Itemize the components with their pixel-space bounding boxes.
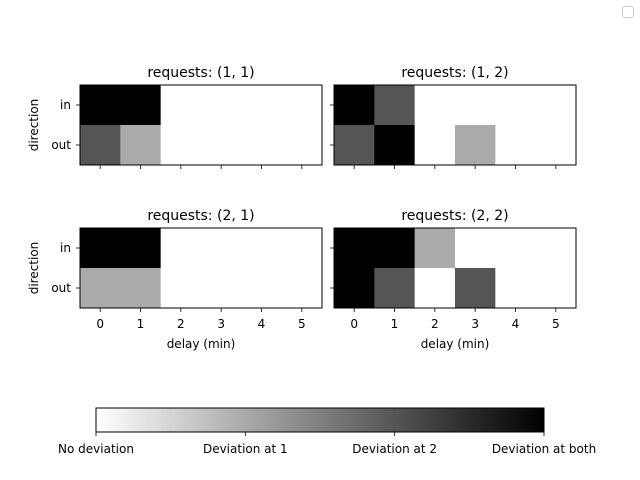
heatmap-cell [160,268,202,309]
heatmap-cell [495,228,537,269]
heatmap-cell [120,85,162,126]
heatmap-cell [241,125,283,166]
heatmap-cell [495,85,537,126]
heatmap-cell [374,125,416,166]
heatmap-cell [281,85,323,126]
heatmap-cell [374,228,416,269]
x-tick-label: 2 [177,317,185,331]
heatmap-cell [374,85,416,126]
y-axis-label: direction [27,99,41,152]
colorbar-tick-label: No deviation [58,442,134,456]
y-tick-label: out [51,281,71,295]
heatmap-cell [120,125,162,166]
x-tick-label: 5 [298,317,306,331]
heatmap-panel: 0 1 2 3 4 5 requests: (2, 2) delay (min) [330,208,577,351]
heatmap-cell [120,268,162,309]
heatmap-cell [374,268,416,309]
axes-frame [79,84,323,166]
heatmap-cell [495,268,537,309]
heatmap-cell [201,268,242,309]
axes-frame [79,227,323,309]
heatmap-panel: 0 1 2 3 4 5 in out requests: (2, 1) delay (min) di… [27,208,323,351]
heatmap-cell [241,268,283,309]
heatmap-cell [414,85,456,126]
heatmap-cell [334,125,375,166]
heatmap-cell [455,125,496,166]
heatmap-cell [281,125,323,166]
heatmap-cell [281,268,323,309]
x-tick-label: 4 [512,317,520,331]
x-tick-label: 5 [552,317,560,331]
x-tick-label: 2 [431,317,439,331]
heatmap-cell [334,268,375,309]
heatmap-cell [535,125,577,166]
x-tick-label: 3 [471,317,479,331]
heatmap-cell [414,268,456,309]
y-tick-label: in [60,98,71,112]
colorbar: No deviation Deviation at 1 Deviation at 2… [58,407,596,456]
axes-frame [333,227,577,309]
x-tick-label: 1 [391,317,399,331]
x-axis-label: delay (min) [167,337,236,351]
heatmap-cell [455,85,496,126]
panel-title: requests: (2, 2) [401,208,508,224]
heatmap-cell [201,125,242,166]
heatmap-cell [535,268,577,309]
axes-frame [333,84,577,166]
heatmap-cell [80,85,121,126]
colorbar-frame [95,407,545,433]
heatmap-cell [334,85,375,126]
x-tick-label: 3 [217,317,225,331]
x-tick-label: 1 [137,317,145,331]
heatmap-cell [535,228,577,269]
panel-title: requests: (2, 1) [147,208,254,224]
x-tick-label: 4 [258,317,266,331]
y-tick-label: in [60,241,71,255]
heatmap-cell [160,125,202,166]
heatmap-cell [201,85,242,126]
heatmap-cell [241,85,283,126]
heatmap-cell [455,228,496,269]
x-tick-label: 0 [96,317,104,331]
x-tick-label: 0 [350,317,358,331]
colorbar-fill [96,408,544,432]
heatmap-cell [160,228,202,269]
heatmap-cell [160,85,202,126]
heatmap-cell [455,268,496,309]
heatmap-cell [201,228,242,269]
panels: in out requests: (1, 1) direction requests: … [27,65,577,351]
colorbar-tick-label: Deviation at 1 [203,442,288,456]
heatmap-cell [80,268,121,309]
x-axis-label: delay (min) [421,337,490,351]
heatmap-cell [80,125,121,166]
heatmap-cell [495,125,537,166]
legend-box [622,6,634,18]
heatmap-cell [414,125,456,166]
heatmap-cell [414,228,456,269]
heatmap-cell [80,228,121,269]
y-tick-label: out [51,138,71,152]
heatmap-panel: requests: (1, 2) [330,65,577,169]
y-axis-label: direction [27,242,41,295]
heatmap-cell [120,228,162,269]
colorbar-tick-label: Deviation at 2 [352,442,437,456]
panel-title: requests: (1, 2) [401,65,508,81]
heatmap-panel: in out requests: (1, 1) direction [27,65,323,169]
heatmap-cell [334,228,375,269]
heatmap-cell [535,85,577,126]
colorbar-tick-label: Deviation at both [492,442,596,456]
heatmap-cell [281,228,323,269]
panel-title: requests: (1, 1) [147,65,254,81]
heatmap-cell [241,228,283,269]
